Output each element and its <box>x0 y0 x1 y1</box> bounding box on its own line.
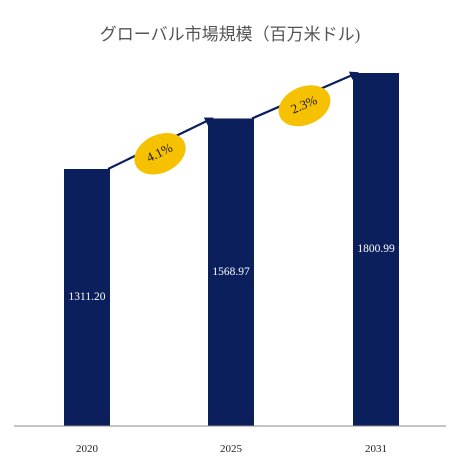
chart-title: グローバル市場規模（百万米ドル) <box>100 25 361 44</box>
bar-value-label-2020: 1311.20 <box>69 291 106 303</box>
growth-badge-2025-2031 <box>278 85 331 127</box>
bars-group: 1311.20 1568.97 1800.99 <box>64 73 399 427</box>
bar-2025 <box>208 118 254 427</box>
x-tick-label-2031: 2031 <box>365 443 387 455</box>
growth-arrows-group: 4.1%2.3% <box>107 71 359 175</box>
x-tick-label-2020: 2020 <box>76 443 99 455</box>
x-tick-labels: 2020 2025 2031 <box>76 443 387 455</box>
bar-2031 <box>353 73 399 427</box>
bar-2020 <box>64 169 110 426</box>
bar-value-label-2031: 1800.99 <box>357 243 395 255</box>
bar-value-label-2025: 1568.97 <box>212 266 250 278</box>
x-tick-label-2025: 2025 <box>220 443 243 455</box>
growth-badge-2020-2025 <box>134 132 186 175</box>
